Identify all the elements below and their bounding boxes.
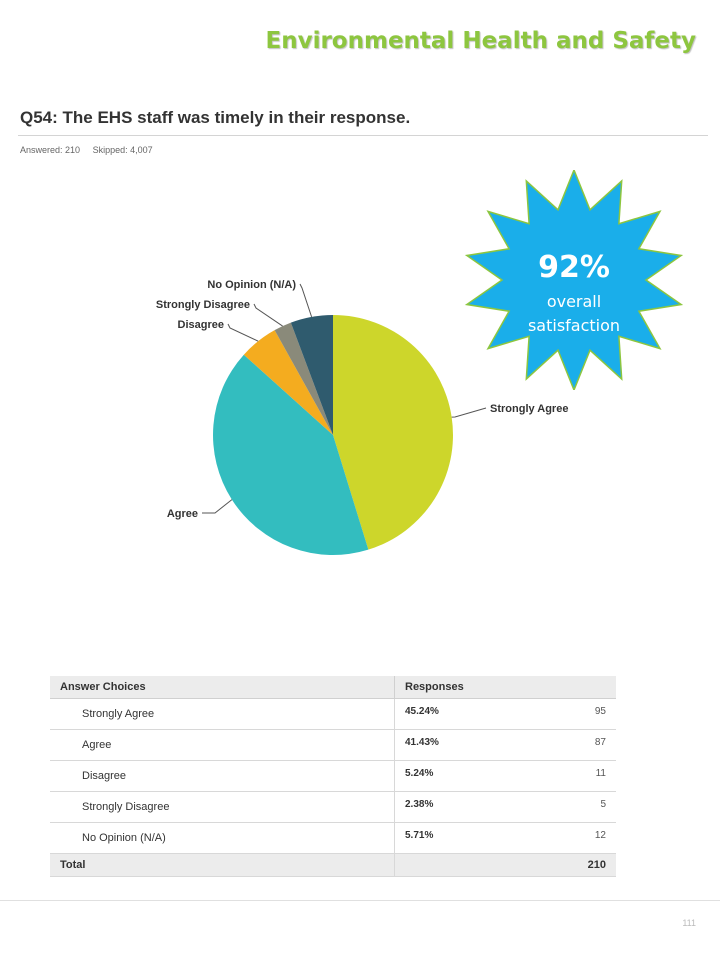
slice-label-strongly-agree: Strongly Agree <box>490 403 568 415</box>
table-row: No Opinion (N/A) 5.71% 12 <box>50 822 616 854</box>
row-percent: 5.24% <box>405 768 434 779</box>
row-response: 41.43% 87 <box>394 729 616 761</box>
row-percent: 2.38% <box>405 799 434 810</box>
question-title: Q54: The EHS staff was timely in their r… <box>20 108 411 127</box>
table-row: Strongly Disagree 2.38% 5 <box>50 791 616 823</box>
slice-label-disagree: Disagree <box>178 319 224 331</box>
row-count: 87 <box>594 737 606 748</box>
row-count: 12 <box>594 830 606 841</box>
header-responses: Responses <box>394 676 616 699</box>
pie-slice-agree <box>213 354 369 555</box>
slice-label-agree: Agree <box>167 508 198 520</box>
badge-line1: overall <box>547 292 601 311</box>
pie-slice-strongly-disagree <box>274 322 333 435</box>
table-row: Disagree 5.24% 11 <box>50 760 616 792</box>
answered-count: Answered: 210 <box>20 145 81 155</box>
row-response: 5.24% 11 <box>394 760 616 792</box>
satisfaction-badge: 92% overall satisfaction <box>464 170 684 390</box>
table-header-row: Answer Choices Responses <box>50 676 616 699</box>
badge-line2: satisfaction <box>528 316 620 335</box>
row-choice: Strongly Agree <box>50 698 395 730</box>
badge-value: 92% <box>538 250 610 285</box>
row-response: 45.24% 95 <box>394 698 616 730</box>
page-number: 111 <box>682 918 696 928</box>
total-label: Total <box>50 853 395 877</box>
leader-line-strongly-disagree <box>253 303 283 327</box>
pie-slice-strongly-agree <box>333 315 453 550</box>
row-percent: 41.43% <box>405 737 439 748</box>
responses-table: Answer Choices Responses Strongly Agree … <box>50 676 616 877</box>
header-answer-choices: Answer Choices <box>50 676 395 699</box>
row-count: 5 <box>600 799 606 810</box>
row-response: 2.38% 5 <box>394 791 616 823</box>
row-percent: 45.24% <box>405 706 439 717</box>
pie-chart: Strongly Agree Agree Disagree Strongly Disa… <box>156 279 568 555</box>
slice-label-no-opinion-n-a: No Opinion (N/A) <box>207 279 296 291</box>
row-choice: Disagree <box>50 760 395 792</box>
row-percent: 5.71% <box>405 830 434 841</box>
leader-line-agree <box>202 499 233 514</box>
pie-slice-no-opinion-n-a <box>290 315 333 435</box>
footer-divider <box>0 900 720 901</box>
row-count: 11 <box>595 768 606 779</box>
leader-line-disagree <box>227 323 259 342</box>
question-divider <box>18 135 708 136</box>
leader-line-strongly-agree <box>451 407 487 418</box>
table-total-row: Total 210 <box>50 853 616 877</box>
row-response: 5.71% 12 <box>394 822 616 854</box>
table-row: Strongly Agree 45.24% 95 <box>50 698 616 730</box>
starburst-shape <box>464 170 684 390</box>
slice-label-strongly-disagree: Strongly Disagree <box>156 299 250 311</box>
leader-line-no-opinion-n-a <box>299 283 313 318</box>
row-count: 95 <box>594 706 606 717</box>
row-choice: No Opinion (N/A) <box>50 822 395 854</box>
row-choice: Agree <box>50 729 395 761</box>
row-choice: Strongly Disagree <box>50 791 395 823</box>
pie-slice-disagree <box>243 330 333 435</box>
skipped-count: Skipped: 4,007 <box>92 145 153 155</box>
table-row: Agree 41.43% 87 <box>50 729 616 761</box>
header-title: Environmental Health and Safety <box>265 28 697 54</box>
answered-skipped: Answered: 210 Skipped: 4,007 <box>20 145 153 155</box>
total-value: 210 <box>394 853 616 877</box>
